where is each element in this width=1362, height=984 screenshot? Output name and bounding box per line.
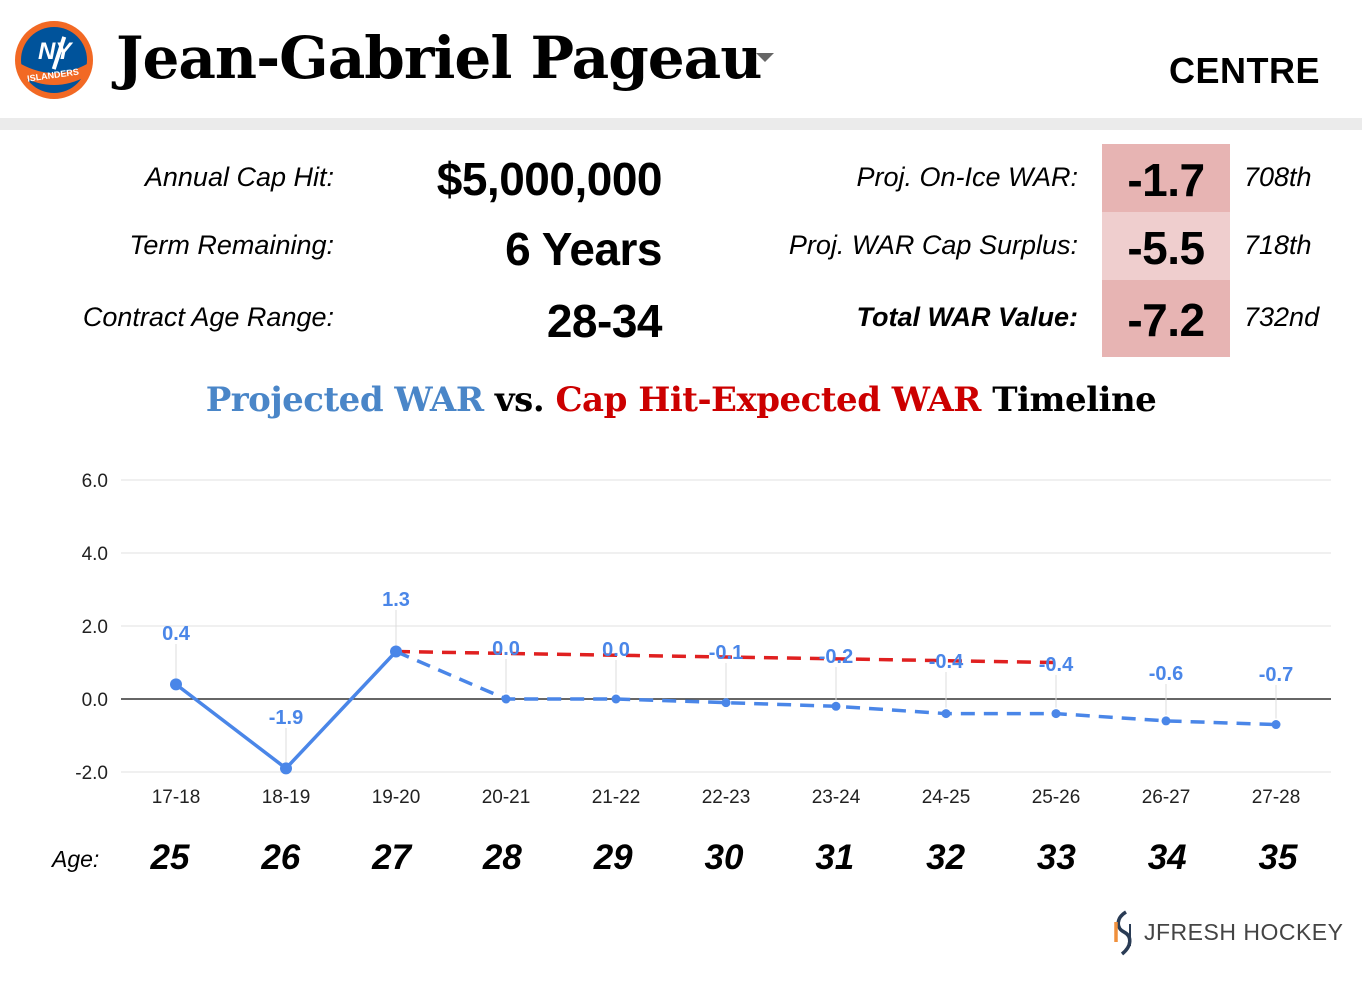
data-label: 1.3	[382, 589, 410, 611]
header: NY ISLANDERS Jean-Gabriel Pageau CENTRE	[0, 0, 1362, 118]
chart-title-projected: Projected WAR	[205, 380, 484, 420]
onice-war-label: Proj. On-Ice WAR:	[856, 162, 1078, 192]
war-surplus-label: Proj. WAR Cap Surplus:	[788, 230, 1078, 260]
age-value: 32	[926, 838, 966, 877]
x-tick-label: 27-28	[1252, 787, 1301, 808]
projected-war-point	[501, 694, 511, 704]
actual-war-point	[390, 645, 402, 658]
chart-title-expected: Cap Hit-Expected WAR	[555, 380, 982, 420]
total-war-value: -7.2	[1102, 280, 1230, 357]
y-tick-label: 0.0	[82, 690, 108, 711]
data-label: -0.2	[819, 646, 853, 668]
projected-war-point	[611, 694, 621, 704]
chart-title: Projected WAR vs. Cap Hit-Expected WAR T…	[0, 380, 1362, 420]
cap-hit-value: $5,000,000	[436, 153, 663, 205]
x-tick-label: 22-23	[702, 787, 751, 808]
war-surplus-rank: 718th	[1244, 230, 1312, 260]
data-label: 0.4	[162, 623, 191, 645]
age-range-value: 28-34	[546, 295, 663, 347]
islanders-logo: NY ISLANDERS	[15, 21, 93, 99]
y-tick-label: 4.0	[82, 544, 108, 565]
player-position: CENTRE	[1168, 50, 1320, 91]
data-label: -0.6	[1149, 663, 1183, 685]
x-tick-label: 25-26	[1032, 787, 1081, 808]
cap-expected-war-line	[395, 649, 1057, 665]
x-tick-label: 17-18	[152, 787, 201, 808]
y-tick-label: 6.0	[82, 471, 108, 492]
chart-title-vs: vs.	[483, 380, 556, 420]
data-label: 0.0	[492, 638, 520, 660]
war-surplus-value: -5.5	[1102, 212, 1230, 280]
data-label: -0.4	[929, 651, 964, 673]
x-tick-label: 24-25	[922, 787, 971, 808]
age-value: 25	[150, 838, 190, 877]
x-tick-label: 19-20	[372, 787, 421, 808]
x-tick-label: 20-21	[482, 787, 531, 808]
cap-hit-label: Annual Cap Hit:	[144, 162, 334, 192]
actual-war-point	[170, 678, 182, 691]
y-tick-label: 2.0	[82, 617, 108, 638]
jfresh-logo-icon	[1114, 910, 1132, 956]
brand: JFRESH HOCKEY	[1106, 908, 1343, 958]
war-timeline-chart: -2.0 0.0 2.0 4.0 6.0 17-18 18-19 19-20 20-21 21-2…	[75, 471, 1331, 808]
projected-war-point	[1161, 716, 1171, 726]
x-tick-label: 26-27	[1142, 787, 1191, 808]
total-war-label: Total WAR Value:	[856, 302, 1078, 332]
age-value: 26	[261, 838, 301, 877]
data-label: -0.7	[1259, 664, 1293, 686]
y-tick-label: -2.0	[75, 763, 108, 784]
header-divider	[0, 118, 1362, 130]
data-label: -1.9	[269, 707, 303, 729]
age-value: 28	[482, 838, 522, 877]
total-war-rank: 732nd	[1244, 302, 1320, 332]
projected-war-point	[1051, 709, 1061, 719]
projected-war-point	[831, 701, 841, 711]
player-dropdown-icon[interactable]	[756, 53, 774, 62]
age-value: 29	[593, 838, 633, 877]
data-label: -0.4	[1039, 654, 1074, 676]
projected-war-point	[941, 709, 951, 719]
projected-war-point	[1271, 720, 1281, 730]
term-label: Term Remaining:	[129, 230, 334, 260]
chart-title-timeline: Timeline	[980, 380, 1157, 420]
onice-war-rank: 708th	[1244, 162, 1312, 192]
age-value: 33	[1036, 838, 1076, 877]
data-label: -0.1	[709, 642, 743, 664]
age-value: 35	[1258, 838, 1298, 877]
actual-war-point	[280, 762, 292, 775]
age-value: 30	[704, 838, 744, 877]
onice-war-value: -1.7	[1102, 144, 1230, 212]
brand-name: JFRESH HOCKEY	[1144, 919, 1344, 945]
player-name: Jean-Gabriel Pageau	[116, 24, 762, 92]
age-value: 27	[372, 838, 412, 877]
x-tick-label: 18-19	[262, 787, 311, 808]
age-row-label: Age:	[52, 846, 100, 872]
x-tick-label: 23-24	[812, 787, 861, 808]
age-range-label: Contract Age Range:	[82, 302, 334, 332]
age-value: 34	[1147, 838, 1187, 877]
projected-war-point	[721, 698, 731, 708]
term-value: 6 Years	[505, 223, 662, 275]
data-label: 0.0	[602, 639, 630, 661]
x-tick-label: 21-22	[592, 787, 641, 808]
age-value: 31	[815, 838, 855, 877]
